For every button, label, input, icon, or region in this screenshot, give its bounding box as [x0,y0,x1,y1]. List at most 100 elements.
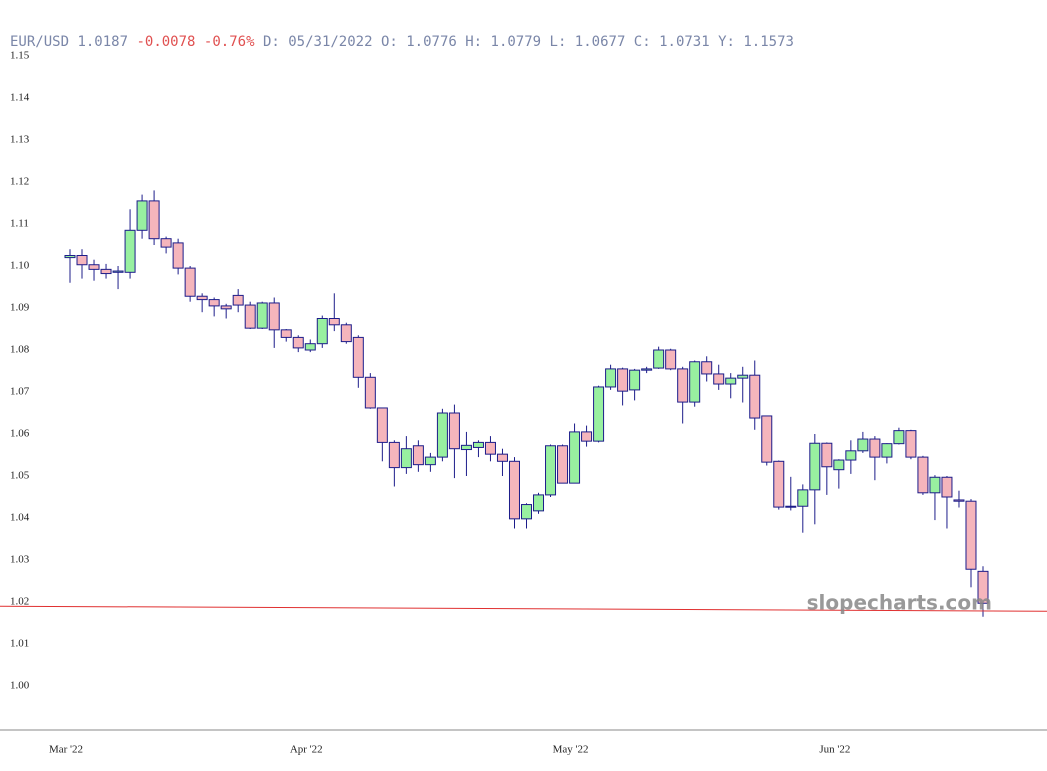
candle-body [220,305,232,310]
candle-body [88,264,100,270]
candle-body [292,336,304,349]
candle-body [857,438,869,452]
candle-body [232,294,244,306]
candle-body [641,368,653,371]
y-tick-label: 1.05 [10,470,30,482]
candle-body [412,445,424,466]
candle-body [953,499,965,502]
candle-body [605,368,617,388]
candle-body [148,200,160,240]
candle-body [388,441,400,469]
candle-body [496,453,508,462]
candle-body [821,442,833,468]
y-tick-label: 1.01 [10,638,29,650]
y-tick-label: 1.04 [10,512,30,524]
candle-body [76,255,88,266]
candle-body [352,336,364,378]
candle-body [677,368,689,403]
y-tick-label: 1.14 [10,92,30,104]
candle-body [617,368,629,392]
candle-body [869,438,881,458]
candle-body [268,302,280,331]
candle-body [845,450,857,461]
candle-body [472,441,484,448]
symbol: EUR/USD [10,34,69,50]
candle-body [629,369,641,391]
change: -0.0078 [136,34,195,50]
candle-body [701,361,713,375]
candle-body [773,460,785,508]
candle-body [581,431,593,442]
candle-body [533,494,545,512]
candle-body [545,445,557,496]
candle-body [689,361,701,403]
candle-body [653,349,665,369]
candle-body [977,570,989,604]
candle-body [713,373,725,385]
y-tick-label: 1.06 [10,428,30,440]
candle-body [400,448,412,469]
trend-line [0,605,1047,612]
candle-body [436,412,448,458]
candle-body [929,476,941,494]
candle-body [881,443,893,458]
candle-body [208,299,220,307]
candle-body [124,229,136,273]
candle-body [136,200,148,231]
y-tick-label: 1.03 [10,554,30,566]
y-tick-label: 1.02 [10,596,29,608]
candle-body [557,445,569,484]
y-tick-label: 1.13 [10,134,30,146]
y-tick-label: 1.08 [10,344,30,356]
y-tick-label: 1.11 [10,218,29,230]
candle-body [593,386,605,442]
candle-body [737,374,749,379]
candle-body [725,377,737,385]
candle-body [665,349,677,370]
candle-body [328,318,340,326]
last: 1.0187 [77,34,128,50]
candle-body [521,504,532,520]
candle-body [64,255,76,259]
candle-body [172,242,184,269]
candle-body [905,430,917,458]
candle-body [340,324,352,343]
candle-body [833,459,845,471]
candle-body [448,412,460,450]
candle-body [196,295,208,301]
candle-body [809,442,821,491]
candle-body [424,456,436,466]
y-tick-label: 1.15 [10,50,30,62]
candle-body [484,441,496,455]
details: D: 05/31/2022 O: 1.0776 H: 1.0779 L: 1.0… [263,34,794,50]
candle-body [184,267,196,297]
candle-body [256,302,268,329]
x-tick-label: Mar '22 [49,744,83,756]
candle-body [304,343,316,351]
y-tick-label: 1.12 [10,176,29,188]
x-tick-label: Jun '22 [819,744,850,756]
candle-body [100,268,112,275]
candle-body [569,431,581,484]
candle-body [376,407,388,443]
candle-body [508,460,520,520]
candle-body [112,270,124,273]
candle-body [460,444,472,451]
candle-body [917,456,929,494]
candle-body [797,489,809,507]
watermark: slopecharts.com [807,591,992,615]
candle-body [160,238,172,248]
candle-body [965,500,977,570]
candle-body [364,376,376,409]
x-tick-label: Apr '22 [290,744,323,756]
change-pct: -0.76% [204,34,255,50]
candle-body [785,505,797,508]
candle-body [316,318,328,345]
candle-body [280,329,292,338]
candle-body [749,374,761,419]
y-tick-label: 1.09 [10,302,30,314]
y-tick-label: 1.10 [10,260,30,272]
y-tick-label: 1.00 [10,680,30,692]
candle-body [244,304,256,329]
